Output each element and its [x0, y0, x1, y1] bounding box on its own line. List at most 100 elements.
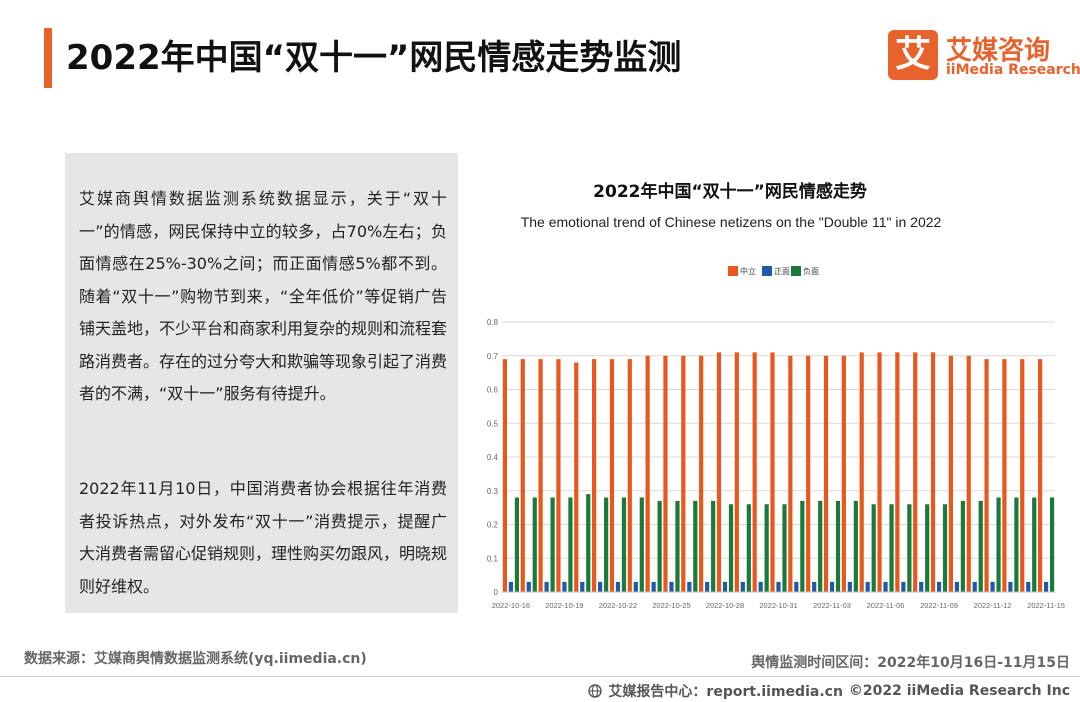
bar-负面-2022-11-01 — [800, 500, 805, 592]
bar-负面-2022-10-28 — [728, 504, 734, 592]
x-tick-label: 2022-11-06 — [867, 601, 905, 610]
bar-负面-2022-10-26 — [693, 500, 698, 592]
bar-负面-2022-11-04 — [853, 500, 858, 592]
bar-正面-2022-10-24 — [651, 581, 656, 592]
y-tick-label: 0.6 — [487, 386, 499, 395]
bar-负面-2022-10-17 — [532, 497, 537, 592]
chart-title: 2022年中国“双十一”网民情感走势 — [593, 181, 867, 202]
bar-中立-2022-10-21 — [592, 359, 597, 592]
bar-负面-2022-11-05 — [871, 504, 876, 592]
bar-负面-2022-10-23 — [639, 497, 644, 592]
bar-中立-2022-10-29 — [734, 352, 739, 592]
bar-负面-2022-10-25 — [675, 500, 680, 592]
bar-中立-2022-11-15 — [1037, 359, 1043, 592]
report-center-link[interactable]: 艾媒报告中心：report.iimedia.cn — [608, 684, 843, 700]
bar-负面-2022-11-11 — [978, 500, 983, 592]
bar-正面-2022-11-08 — [919, 581, 924, 592]
bar-负面-2022-11-08 — [925, 504, 930, 592]
y-tick-label: 0 — [494, 588, 499, 597]
y-tick-label: 0.2 — [487, 521, 499, 530]
bar-中立-2022-11-12 — [984, 359, 989, 592]
bar-中立-2022-11-14 — [1020, 359, 1025, 592]
legend-label-中立: 中立 — [740, 266, 756, 276]
bar-中立-2022-11-09 — [930, 352, 936, 592]
bar-中立-2022-10-17 — [520, 359, 525, 592]
x-tick-label: 2022-10-22 — [599, 601, 637, 610]
legend-label-负面: 负面 — [803, 266, 819, 276]
x-tick-label: 2022-11-03 — [813, 601, 851, 610]
sentiment-chart: 2022年中国“双十一”网民情感走势 The emotional trend o… — [480, 165, 1080, 625]
bar-正面-2022-11-06 — [883, 581, 888, 592]
bar-负面-2022-11-10 — [960, 500, 965, 592]
bar-负面-2022-10-20 — [586, 494, 591, 592]
title-accent-bar — [44, 28, 52, 88]
x-tick-label: 2022-11-15 — [1027, 601, 1065, 610]
legend-swatch-中立 — [728, 266, 738, 276]
bar-正面-2022-10-25 — [669, 581, 674, 592]
bar-中立-2022-10-20 — [574, 362, 579, 592]
bar-正面-2022-11-15 — [1043, 581, 1049, 592]
bar-中立-2022-11-07 — [895, 352, 900, 592]
x-tick-label: 2022-11-12 — [974, 601, 1012, 610]
bar-正面-2022-11-03 — [829, 581, 835, 592]
bar-中立-2022-10-27 — [699, 355, 704, 592]
bar-中立-2022-11-06 — [877, 352, 882, 592]
bar-正面-2022-11-04 — [847, 581, 852, 592]
bar-正面-2022-10-19 — [562, 581, 567, 592]
bar-中立-2022-11-13 — [1002, 359, 1007, 592]
page-title: 2022年中国“双十一”网民情感走势监测 — [66, 38, 682, 78]
bar-负面-2022-10-22 — [621, 497, 627, 592]
bar-正面-2022-11-09 — [936, 581, 942, 592]
chart-subtitle: The emotional trend of Chinese netizens … — [521, 214, 942, 230]
x-tick-label: 2022-10-31 — [759, 601, 797, 610]
bar-正面-2022-10-23 — [633, 581, 638, 592]
bar-中立-2022-11-08 — [913, 352, 918, 592]
summary-paragraph-1: 艾媒商舆情数据监测系统数据显示，关于“双十一”的情感，网民保持中立的较多，占70… — [79, 189, 448, 403]
bar-正面-2022-10-27 — [705, 581, 710, 592]
bar-中立-2022-11-11 — [966, 355, 971, 592]
bar-正面-2022-10-21 — [598, 581, 603, 592]
bar-正面-2022-11-10 — [954, 581, 959, 592]
summary-panel: 艾媒商舆情数据监测系统数据显示，关于“双十一”的情感，网民保持中立的较多，占70… — [65, 153, 458, 613]
bar-负面-2022-11-15 — [1049, 497, 1055, 592]
bar-负面-2022-11-03 — [835, 500, 841, 592]
y-tick-label: 0.4 — [487, 453, 499, 462]
x-axis: 2022-10-16 2022-10-19 2022-10-22 2022-10-25… — [492, 591, 1065, 610]
brand-logo: 艾 艾媒咨询 iiMedia Research — [888, 30, 1080, 82]
bar-负面-2022-10-21 — [604, 497, 609, 592]
copyright: ©2022 iiMedia Research Inc — [848, 683, 1070, 699]
bar-中立-2022-10-31 — [770, 352, 775, 592]
x-tick-label: 2022-10-25 — [652, 601, 690, 610]
bar-正面-2022-10-29 — [740, 581, 745, 592]
bar-正面-2022-10-17 — [526, 581, 531, 592]
x-tick-label: 2022-10-28 — [706, 601, 744, 610]
bar-负面-2022-11-02 — [818, 500, 823, 592]
bar-负面-2022-10-27 — [711, 500, 716, 592]
bar-正面-2022-10-20 — [580, 581, 585, 592]
bar-正面-2022-11-05 — [865, 581, 870, 592]
legend-swatch-正面 — [762, 266, 772, 276]
bar-中立-2022-11-10 — [948, 355, 953, 592]
bar-正面-2022-11-01 — [794, 581, 799, 592]
bar-正面-2022-10-26 — [687, 581, 692, 592]
bar-负面-2022-10-18 — [550, 497, 555, 592]
footer-divider — [0, 676, 1080, 677]
logo-text-en: iiMedia Research — [946, 62, 1080, 78]
logo-mark: 艾 — [888, 30, 938, 80]
bar-中立-2022-11-04 — [841, 355, 846, 592]
bar-负面-2022-10-19 — [568, 497, 573, 592]
bar-负面-2022-10-30 — [764, 504, 769, 592]
y-tick-label: 0.8 — [487, 318, 499, 327]
bar-正面-2022-11-14 — [1026, 581, 1031, 592]
x-tick-label: 2022-10-19 — [545, 601, 583, 610]
chart-legend: 中立 正面 负面 — [728, 266, 819, 276]
bar-中立-2022-10-24 — [645, 355, 650, 592]
bar-中立-2022-11-05 — [859, 352, 864, 592]
bar-中立-2022-10-30 — [752, 352, 757, 592]
bar-正面-2022-11-13 — [1008, 581, 1013, 592]
bar-负面-2022-10-31 — [782, 504, 787, 592]
bar-负面-2022-11-14 — [1032, 497, 1037, 592]
y-tick-label: 0.7 — [487, 352, 499, 361]
bar-正面-2022-10-18 — [544, 581, 549, 592]
bar-中立-2022-10-23 — [627, 359, 632, 592]
